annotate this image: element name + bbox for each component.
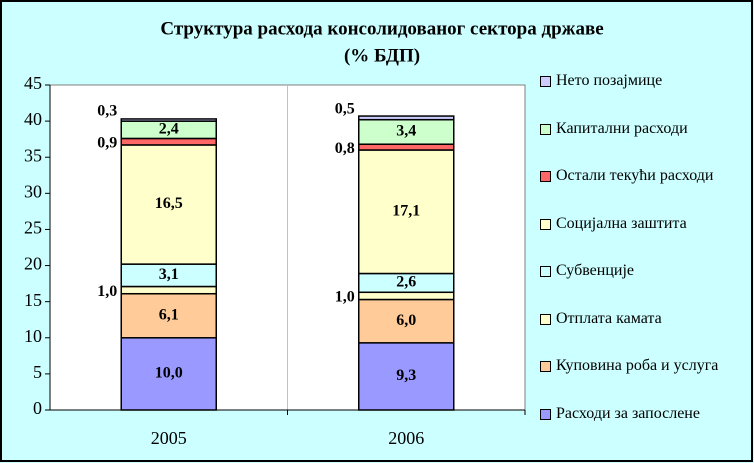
data-label: 0,3 [97, 103, 117, 120]
bar-segment [358, 149, 455, 275]
bar-segment [358, 143, 455, 151]
y-tick-label: 0 [33, 398, 42, 418]
y-tick-label: 25 [24, 218, 42, 238]
x-tick-label: 2005 [151, 428, 187, 448]
y-tick-label: 35 [24, 145, 42, 165]
legend-label: Расходи за запослене [556, 404, 700, 422]
bar-segment [120, 137, 217, 146]
chart-subtitle: (% БДП) [344, 45, 420, 66]
legend-item: Куповина роба и услуга [540, 355, 752, 377]
bar-segment [358, 115, 455, 121]
y-tick-label: 5 [33, 362, 42, 382]
legend-item: Расходи за запослене [540, 403, 752, 425]
y-tick-label: 15 [24, 290, 42, 310]
legend-item: Отплата камата [540, 308, 752, 330]
legend-swatch [540, 123, 551, 135]
legend-label: Социјална заштита [556, 214, 687, 232]
legend-swatch [540, 76, 551, 87]
legend-item: Остали текући расходи [540, 165, 752, 187]
bar-segment [358, 291, 455, 301]
bar-segment [120, 292, 217, 339]
legend-swatch [540, 218, 551, 230]
chart-title: Структура расхода консолидованог сектора… [160, 18, 603, 39]
legend-swatch [540, 313, 551, 325]
legend-label: Куповина роба и услуга [556, 357, 719, 374]
data-label: 6,0 [396, 312, 416, 329]
legend-swatch [540, 266, 551, 277]
y-tick-label: 30 [24, 181, 42, 201]
bar-segment [120, 144, 217, 265]
data-label: 0,9 [97, 134, 117, 151]
legend-label: Субвенције [556, 262, 634, 279]
legend-label: Отплата камата [556, 309, 662, 327]
legend-label: Нето позајмице [556, 72, 663, 89]
data-label: 1,0 [97, 283, 117, 300]
legend-item: Субвенције [540, 260, 752, 282]
data-label: 10,0 [155, 365, 183, 382]
legend-item: Капитални расходи [540, 118, 752, 140]
data-label: 17,1 [392, 202, 420, 219]
legend-label: Остали текући расходи [556, 167, 714, 184]
y-tick-label: 45 [24, 73, 42, 93]
legend-label: Капитални расходи [556, 119, 688, 137]
bar-segment [120, 285, 217, 295]
legend-swatch [540, 408, 551, 420]
legend-item: Нето позајмице [540, 70, 752, 92]
data-label: 2,6 [396, 274, 416, 291]
legend-item: Социјална заштита [540, 213, 752, 235]
data-label: 3,1 [159, 266, 179, 283]
y-tick-label: 20 [24, 254, 42, 274]
data-label: 0,5 [335, 101, 355, 118]
y-tick-label: 40 [24, 109, 42, 129]
data-label: 6,1 [159, 306, 179, 323]
data-label: 16,5 [155, 195, 183, 212]
legend-swatch [540, 361, 551, 372]
data-label: 9,3 [396, 367, 416, 384]
x-tick-label: 2006 [388, 428, 424, 448]
data-label: 0,8 [335, 140, 355, 157]
y-tick-label: 10 [24, 326, 42, 346]
legend-swatch [540, 171, 551, 182]
bar-segment [358, 298, 455, 344]
bar-segment [120, 118, 217, 122]
data-label: 1,0 [335, 289, 355, 306]
data-label: 2,4 [159, 120, 179, 137]
bar-segment [120, 337, 217, 411]
data-label: 3,4 [396, 123, 416, 140]
bar-segment [358, 342, 455, 411]
